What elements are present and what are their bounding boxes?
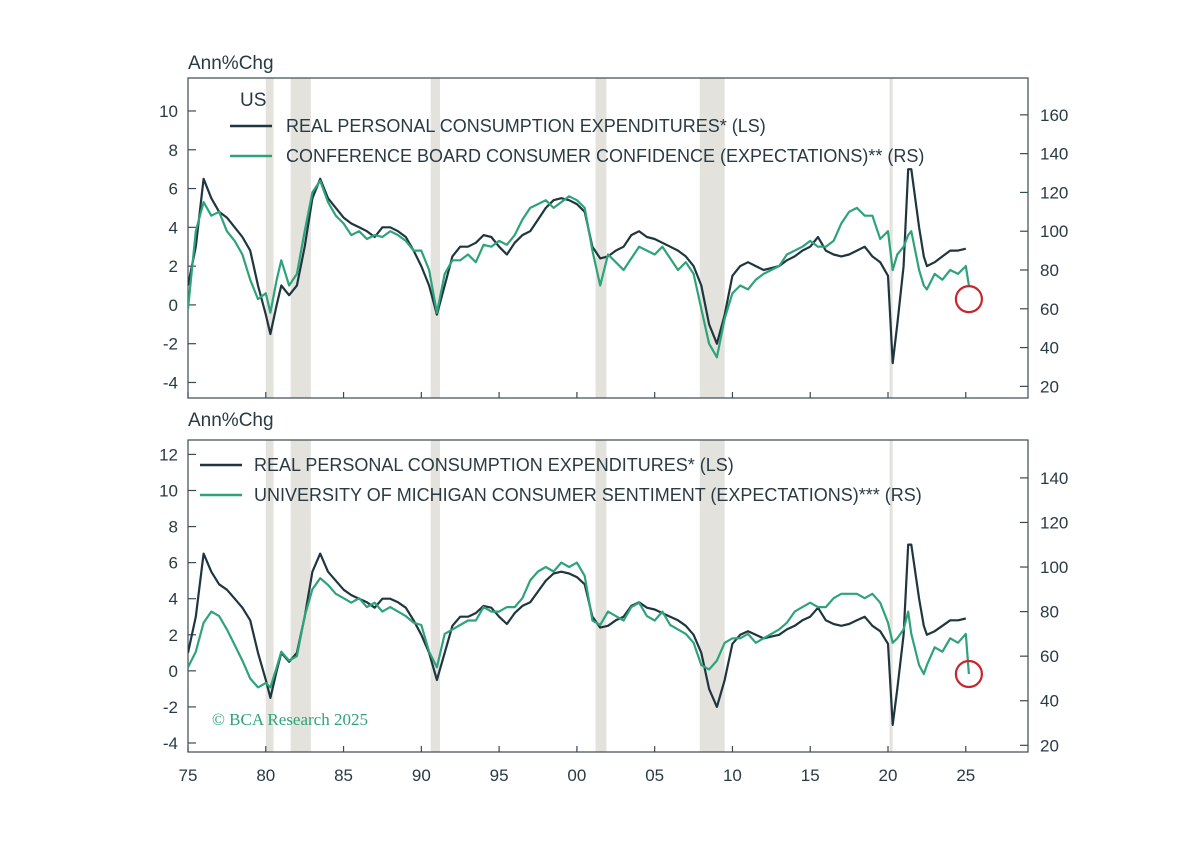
- right-tick-label: 20: [1040, 736, 1059, 755]
- right-tick-label: 120: [1040, 513, 1068, 532]
- bottom-recession-bands: [265, 440, 893, 752]
- right-tick-label: 40: [1040, 692, 1059, 711]
- x-tick-label: 20: [879, 766, 898, 785]
- x-tick-label: 75: [179, 766, 198, 785]
- bottom-lines: [188, 543, 970, 726]
- bottom-plot-frame: [187, 439, 1029, 753]
- x-tick-label: 95: [490, 766, 509, 785]
- top-region-label: US: [240, 90, 266, 111]
- recession-band: [265, 440, 274, 752]
- top-x-axis: [187, 392, 967, 398]
- top-left-unit-label: Ann%Chg: [188, 53, 274, 74]
- recession-band: [889, 78, 893, 398]
- left-tick-label: 12: [159, 445, 178, 464]
- right-tick-label: 20: [1040, 377, 1059, 396]
- x-tick-label: 80: [256, 766, 275, 785]
- right-tick-label: 140: [1040, 145, 1068, 164]
- left-tick-label: 4: [169, 590, 178, 609]
- left-tick-label: 2: [169, 626, 178, 645]
- recession-band: [699, 440, 725, 752]
- recession-band: [595, 78, 607, 398]
- x-tick-label: 15: [801, 766, 820, 785]
- recession-band: [430, 440, 440, 752]
- copyright-label: © BCA Research 2025: [212, 710, 368, 729]
- recession-band: [290, 78, 311, 398]
- bottom-right-axis: 20 40 60 80 100 120 140: [1020, 469, 1068, 755]
- bottom-legend: REAL PERSONAL CONSUMPTION EXPENDITURES* …: [200, 455, 922, 505]
- top-legend-label-conference-board: CONFERENCE BOARD CONSUMER CONFIDENCE (EX…: [286, 146, 924, 166]
- top-lines: [188, 168, 970, 365]
- right-tick-label: 60: [1040, 647, 1059, 666]
- left-tick-label: -2: [163, 698, 178, 717]
- top-left-axis: -4 -2 0 2 4 6 8 10: [159, 102, 196, 392]
- right-tick-label: 80: [1040, 261, 1059, 280]
- x-tick-label: 25: [956, 766, 975, 785]
- x-tick-label: 10: [723, 766, 742, 785]
- bottom-legend-label-pce: REAL PERSONAL CONSUMPTION EXPENDITURES* …: [254, 455, 734, 475]
- top-right-axis: 20 40 60 80 100 120 140 160: [1020, 106, 1068, 396]
- left-tick-label: 2: [169, 257, 178, 276]
- left-tick-label: 10: [159, 102, 178, 121]
- top-legend-label-pce: REAL PERSONAL CONSUMPTION EXPENDITURES* …: [286, 116, 766, 136]
- left-tick-label: 8: [169, 141, 178, 160]
- left-tick-label: 4: [169, 218, 178, 237]
- left-tick-label: 10: [159, 481, 178, 500]
- recession-band: [430, 78, 440, 398]
- bottom-legend-label-michigan: UNIVERSITY OF MICHIGAN CONSUMER SENTIMEN…: [254, 485, 922, 505]
- recession-band: [889, 440, 893, 752]
- bottom-x-axis: 75 80 85 90 95 00 05 10 15 20 25: [179, 746, 975, 785]
- recession-band: [265, 78, 274, 398]
- left-tick-label: 6: [169, 180, 178, 199]
- left-tick-label: -4: [163, 373, 178, 392]
- right-tick-label: 60: [1040, 300, 1059, 319]
- recession-band: [595, 440, 607, 752]
- bottom-highlight-circle: [954, 659, 984, 689]
- right-tick-label: 100: [1040, 222, 1068, 241]
- left-tick-label: 0: [169, 662, 178, 681]
- right-tick-label: 120: [1040, 183, 1068, 202]
- bottom-series-michigan-line: [188, 561, 970, 689]
- bottom-series-pce-line: [188, 543, 967, 726]
- right-tick-label: 160: [1040, 106, 1068, 125]
- bottom-left-unit-label: Ann%Chg: [188, 410, 274, 431]
- right-tick-label: 40: [1040, 339, 1059, 358]
- bottom-left-axis: -4 -2 0 2 4 6 8 10 12: [159, 445, 196, 753]
- top-panel: Ann%Chg -4 -2 0 2 4 6 8 10 20 40 60 80 100 120 140 160…: [159, 53, 1068, 399]
- left-tick-label: -2: [163, 335, 178, 354]
- top-series-conference-board-line: [188, 179, 970, 359]
- left-tick-label: -4: [163, 734, 178, 753]
- top-highlight-circle: [954, 285, 984, 314]
- top-plot-frame: [187, 77, 1029, 399]
- right-tick-label: 140: [1040, 469, 1068, 488]
- x-tick-label: 00: [567, 766, 586, 785]
- right-tick-label: 80: [1040, 603, 1059, 622]
- left-tick-label: 8: [169, 518, 178, 537]
- left-tick-label: 6: [169, 554, 178, 573]
- x-tick-label: 05: [645, 766, 664, 785]
- left-tick-label: 0: [169, 296, 178, 315]
- x-tick-label: 90: [412, 766, 431, 785]
- right-tick-label: 100: [1040, 558, 1068, 577]
- recession-band: [290, 440, 311, 752]
- x-tick-label: 85: [334, 766, 353, 785]
- top-legend: US REAL PERSONAL CONSUMPTION EXPENDITURE…: [230, 90, 924, 166]
